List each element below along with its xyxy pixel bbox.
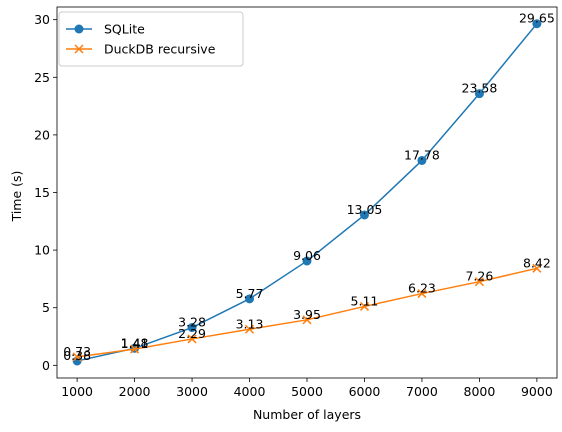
data-label-s1-4: 3.95: [293, 307, 321, 322]
data-point-s0-8: [532, 19, 542, 29]
legend-marker-sqlite: [74, 24, 84, 34]
data-label-s0-4: 9.06: [293, 248, 321, 263]
legend-marker-duckdb: [74, 44, 84, 54]
plot-area: 0.38 1.48 3.28 5.77 9.06 13.05 17.78 23.58 29.65…: [63, 11, 555, 366]
data-label-s1-2: 2.29: [178, 326, 206, 341]
data-point-s1-6: [417, 289, 427, 299]
data-point-s1-3: [244, 324, 255, 334]
data-label-s1-3: 3.13: [236, 316, 264, 331]
data-label-s1-1: 1.41: [121, 336, 149, 351]
legend-label-sqlite: SQLite: [104, 22, 145, 37]
data-point-s0-5: [359, 210, 369, 220]
data-point-s1-4: [302, 315, 312, 325]
x-tick-label-6: 7000: [406, 384, 438, 399]
x-tick-label-7: 8000: [464, 384, 496, 399]
data-label-s0-2: 3.28: [178, 315, 206, 330]
data-label-s1-0: 0.73: [63, 344, 91, 359]
x-tick-label-5: 6000: [349, 384, 381, 399]
data-label-s0-3: 5.77: [236, 286, 264, 301]
data-point-s1-0: [72, 352, 82, 362]
axes: 1000 2000 3000 4000 5000 6000 7000 8000 9000 0 5 10…: [34, 6, 558, 399]
data-point-s1-2: [187, 334, 197, 344]
x-tick-label-2: 3000: [176, 384, 208, 399]
data-point-s0-4: [302, 256, 312, 266]
data-point-s1-7: [474, 277, 484, 287]
x-tick-label-3: 4000: [234, 384, 266, 399]
x-tick-label-4: 5000: [291, 384, 323, 399]
data-point-s0-3: [245, 294, 255, 304]
legend: SQLite DuckDB recursive: [58, 11, 244, 67]
legend-label-duckdb: DuckDB recursive: [104, 42, 216, 57]
data-label-s1-7: 7.26: [465, 269, 493, 284]
data-point-s0-2: [187, 323, 197, 333]
y-tick-label-6: 30: [34, 12, 50, 27]
data-label-s0-0: 0.38: [63, 348, 91, 363]
data-label-s0-6: 17.78: [404, 147, 440, 162]
x-axis-label: Number of layers: [253, 407, 361, 422]
data-point-s1-1: [130, 344, 140, 354]
data-label-s1-6: 6.23: [408, 281, 436, 296]
data-label-s0-5: 13.05: [347, 202, 383, 217]
data-label-s0-8: 29.65: [519, 11, 555, 26]
data-point-s0-6: [417, 155, 427, 165]
data-point-s1-8: [532, 263, 542, 273]
data-label-s0-7: 23.58: [462, 81, 498, 96]
y-tick-label-2: 10: [34, 243, 50, 258]
x-tick-label-1: 2000: [119, 384, 151, 399]
y-axis-label: Time (s): [9, 171, 24, 223]
data-point-s1-5: [359, 301, 370, 311]
data-label-s1-5: 5.11: [351, 293, 379, 308]
y-tick-label-3: 15: [34, 185, 50, 200]
data-label-s0-1: 1.48: [121, 335, 149, 350]
legend-box: [58, 11, 244, 67]
y-tick-label-0: 0: [42, 358, 50, 373]
x-tick-label-0: 1000: [61, 384, 93, 399]
data-label-s1-8: 8.42: [523, 255, 551, 270]
x-tick-label-8: 9000: [521, 384, 553, 399]
y-tick-label-1: 5: [42, 300, 50, 315]
y-tick-label-5: 25: [34, 70, 50, 85]
data-point-s0-7: [474, 89, 484, 99]
y-tick-label-4: 20: [34, 127, 50, 142]
